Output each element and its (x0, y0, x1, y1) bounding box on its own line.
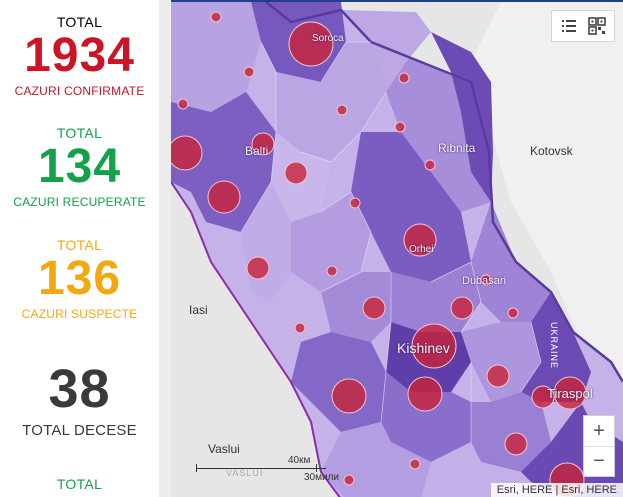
scale-tick (316, 464, 317, 472)
case-bubble[interactable] (171, 135, 203, 171)
label-tiraspol: Tiraspol (547, 386, 593, 401)
border-east (265, 2, 623, 383)
stat-recovered-label: CAZURI RECUPERATE (13, 195, 146, 209)
zoom-control: + − (583, 415, 615, 477)
zoom-in-button[interactable]: + (584, 416, 614, 447)
scale-km-label: 40км (288, 455, 311, 466)
zoom-out-button[interactable]: − (593, 450, 605, 472)
case-bubble[interactable] (251, 132, 275, 156)
region-causeni[interactable] (471, 392, 551, 472)
label-kotovsk: Kotovsk (530, 144, 573, 158)
stats-panel: TOTAL 1934 CAZURI CONFIRMATE TOTAL 134 C… (0, 0, 159, 497)
map-view[interactable]: Soroca Balti Ribnita Kotovsk Orhei Iasi … (171, 0, 623, 497)
case-bubble[interactable] (398, 72, 410, 84)
stat-suspected: TOTAL 136 CAZURI SUSPECTE (0, 237, 159, 321)
stat-recovered-title: TOTAL (56, 125, 103, 141)
widget-bar (551, 10, 615, 42)
case-bubble[interactable] (409, 458, 421, 470)
panel-divider (159, 0, 171, 497)
region-ialoveni[interactable] (381, 372, 471, 462)
case-bubble[interactable] (288, 21, 334, 67)
case-bubble[interactable] (210, 11, 222, 23)
region-outlines (240, 41, 542, 442)
case-bubble[interactable] (177, 98, 189, 110)
qr-code-button[interactable] (586, 15, 608, 37)
case-bubble[interactable] (480, 274, 492, 286)
stat-suspected-value: 136 (37, 252, 122, 305)
region-calarasi[interactable] (321, 272, 391, 342)
list-icon (562, 20, 576, 32)
case-bubble[interactable] (553, 376, 587, 410)
stat-deaths: 38 TOTAL DECESE (0, 362, 159, 439)
case-bubble[interactable] (243, 66, 255, 78)
case-bubble[interactable] (246, 256, 270, 280)
scale-line (196, 468, 326, 469)
scale-mi-label: 30мили (304, 472, 340, 483)
label-vaslui: Vaslui (208, 442, 240, 456)
scale-bar: 40км 30мили (196, 455, 366, 485)
stat-deaths-label: TOTAL DECESE (22, 422, 137, 439)
qr-code-icon (588, 17, 606, 35)
label-vaslui-county: VASLUI (226, 468, 264, 478)
stat-suspected-title: TOTAL (56, 237, 103, 253)
region-transnistria-north[interactable] (431, 32, 493, 202)
stat-deaths-value: 38 (48, 359, 111, 419)
case-bubble[interactable] (411, 323, 457, 369)
stat-extra: TOTAL (0, 476, 159, 492)
stat-confirmed-title: TOTAL (56, 14, 103, 30)
case-bubble[interactable] (403, 223, 437, 257)
region-ungheni[interactable] (291, 192, 371, 292)
case-bubble[interactable] (349, 197, 361, 209)
case-bubble[interactable] (407, 376, 443, 412)
region-north[interactable] (171, 2, 261, 112)
case-bubble[interactable] (504, 432, 528, 456)
case-bubble[interactable] (207, 180, 241, 214)
label-ukraine: UKRAINE (549, 322, 559, 370)
case-bubble[interactable] (284, 161, 308, 185)
case-bubble[interactable] (450, 296, 474, 320)
label-iasi: Iasi (189, 303, 208, 317)
case-bubble[interactable] (424, 159, 436, 171)
region-dubasari[interactable] (471, 202, 551, 322)
label-balti: Balti (245, 144, 269, 158)
region-anenii-noi[interactable] (461, 322, 541, 402)
label-dubasari: Dubasari (462, 275, 507, 287)
stat-extra-title: TOTAL (56, 476, 103, 492)
stat-confirmed-label: CAZURI CONFIRMATE (14, 84, 145, 98)
case-bubble[interactable] (326, 265, 338, 277)
case-bubble[interactable] (507, 307, 519, 319)
border-west (171, 181, 341, 497)
map-canvas[interactable] (171, 2, 623, 497)
stat-recovered: TOTAL 134 CAZURI RECUPERATE (0, 125, 159, 209)
stat-confirmed: TOTAL 1934 CAZURI CONFIRMATE (0, 14, 159, 98)
legend-list-button[interactable] (558, 15, 580, 37)
region-floresti[interactable] (276, 42, 386, 162)
case-bubble[interactable] (294, 322, 306, 334)
stat-confirmed-value: 1934 (24, 29, 135, 82)
stat-recovered-value: 134 (37, 140, 122, 193)
region-tiraspol[interactable] (521, 292, 591, 402)
stat-suspected-label: CAZURI SUSPECTE (21, 307, 138, 321)
region-camenca[interactable] (341, 10, 431, 92)
case-bubble[interactable] (362, 296, 386, 320)
region-balti[interactable] (171, 92, 276, 232)
label-orhei: Orhei (409, 244, 434, 255)
label-kishinev: Kishinev (397, 340, 450, 356)
case-bubble[interactable] (343, 474, 355, 486)
label-ribnita: Ribnita (438, 141, 476, 155)
label-soroca: Soroca (312, 33, 344, 44)
case-bubble[interactable] (394, 121, 406, 133)
case-bubble[interactable] (336, 104, 348, 116)
region-orhei[interactable] (351, 132, 471, 282)
case-bubble[interactable] (486, 364, 510, 388)
case-bubble[interactable] (331, 378, 367, 414)
map-attribution[interactable]: Esri, HERE | Esri, HERE (490, 483, 623, 497)
case-bubbles (171, 11, 587, 497)
